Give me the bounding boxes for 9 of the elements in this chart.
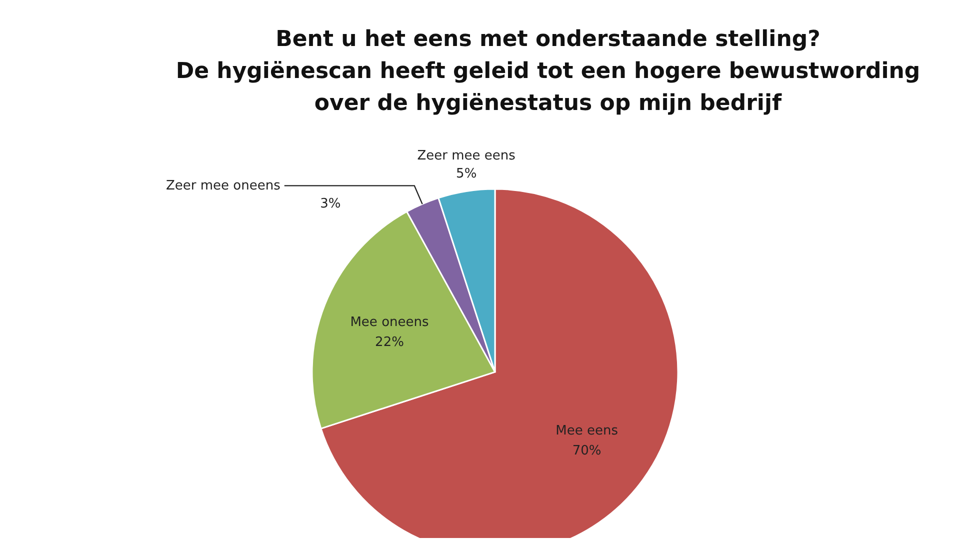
slice-label: Zeer mee eens bbox=[417, 148, 516, 164]
data-label: 70% bbox=[572, 444, 602, 459]
data-label: 5% bbox=[456, 166, 477, 182]
data-label: 22% bbox=[375, 335, 404, 350]
data-label: 3% bbox=[320, 196, 341, 212]
slice-label: Mee eens bbox=[556, 424, 618, 439]
chart-title: Bent u het eens met onderstaande stelling? De hygiënescan heeft geleid tot een hogere bewustwording over de hygiënestatus op mijn bedrijf bbox=[174, 26, 922, 118]
slice-label: Zeer mee oneens bbox=[166, 178, 281, 194]
slice-label: Mee oneens bbox=[350, 315, 430, 330]
